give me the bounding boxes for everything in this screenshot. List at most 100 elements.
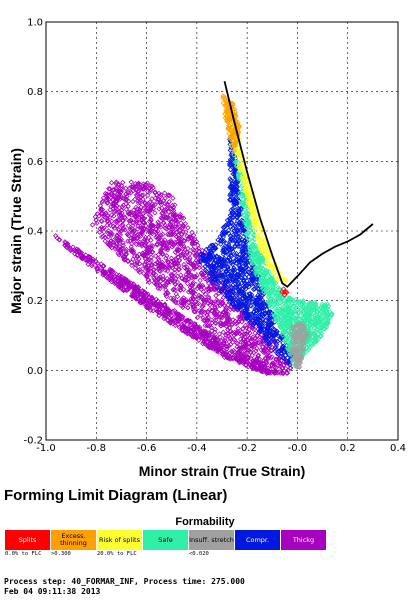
data-point (297, 354, 303, 360)
data-point (250, 241, 256, 248)
data-point (180, 323, 187, 329)
y-tick-label: 0.8 (27, 87, 43, 98)
series-thickg (52, 179, 294, 377)
data-point (230, 272, 236, 279)
data-point (185, 225, 191, 231)
data-point (89, 222, 96, 228)
data-point (285, 346, 291, 352)
data-point (227, 256, 233, 263)
data-point (186, 326, 192, 332)
data-point (223, 320, 229, 327)
data-point (170, 308, 176, 314)
data-point (216, 331, 223, 337)
data-point (216, 280, 222, 286)
data-point (106, 275, 113, 281)
data-point (134, 226, 141, 232)
data-point (227, 289, 233, 295)
data-point (261, 289, 267, 295)
data-point (243, 188, 249, 194)
data-point (241, 299, 247, 305)
data-point (209, 266, 215, 273)
data-point (111, 213, 117, 219)
data-point (253, 221, 259, 228)
data-point (319, 314, 325, 320)
data-point (145, 192, 151, 199)
data-point (294, 345, 300, 352)
data-point (264, 325, 271, 331)
data-point (240, 209, 247, 215)
data-point (227, 176, 233, 182)
data-point (217, 319, 223, 326)
data-point (152, 189, 158, 195)
data-point (187, 288, 194, 294)
data-point (126, 286, 132, 292)
data-point (237, 306, 243, 313)
legend-note (235, 551, 280, 557)
data-point (311, 304, 317, 311)
data-point (65, 241, 71, 247)
data-point (114, 209, 121, 215)
data-point (123, 185, 129, 191)
data-point (256, 229, 262, 235)
data-point (251, 363, 258, 369)
data-point (225, 227, 232, 233)
data-point (161, 220, 167, 226)
data-point (244, 303, 251, 309)
data-point (193, 251, 200, 257)
data-point (202, 341, 209, 347)
data-point (270, 284, 276, 290)
data-point (157, 285, 163, 292)
data-point (145, 188, 151, 195)
data-point (223, 332, 229, 338)
data-point (192, 237, 198, 243)
data-point (179, 215, 185, 221)
data-point (136, 289, 142, 295)
data-point (253, 268, 259, 274)
data-point (233, 194, 239, 201)
data-point (227, 196, 233, 202)
data-point (231, 332, 237, 338)
data-point (107, 266, 113, 273)
data-point (160, 311, 167, 318)
data-point (244, 221, 250, 227)
data-point (96, 213, 102, 219)
data-point (113, 185, 119, 191)
data-point (225, 258, 231, 264)
data-point (237, 221, 243, 228)
data-point (202, 322, 208, 329)
data-point (171, 286, 177, 292)
data-point (161, 315, 167, 322)
y-tick-label: 0.0 (27, 366, 43, 377)
data-point (257, 239, 263, 246)
data-point (306, 346, 312, 352)
data-point (146, 294, 152, 300)
data-point (228, 260, 234, 266)
data-point (108, 273, 114, 280)
data-point (188, 282, 194, 289)
data-point (139, 229, 145, 235)
data-point (254, 297, 260, 303)
data-point (243, 314, 249, 321)
data-point (290, 334, 297, 340)
data-point (242, 170, 248, 177)
data-point (260, 341, 267, 347)
data-point (174, 246, 180, 252)
data-point (136, 241, 142, 247)
data-point (247, 302, 254, 309)
data-point (260, 319, 267, 326)
data-point (74, 248, 80, 254)
data-point (138, 300, 144, 306)
data-point (232, 304, 239, 310)
data-point (252, 215, 258, 221)
data-point (167, 229, 173, 236)
data-point (266, 262, 273, 268)
data-point (175, 241, 182, 247)
data-point (254, 276, 260, 282)
data-point (307, 321, 313, 327)
data-point (222, 335, 228, 341)
data-point (114, 271, 120, 278)
data-point (325, 311, 331, 317)
data-point (291, 309, 298, 315)
data-point (149, 300, 155, 307)
data-point (155, 219, 161, 225)
